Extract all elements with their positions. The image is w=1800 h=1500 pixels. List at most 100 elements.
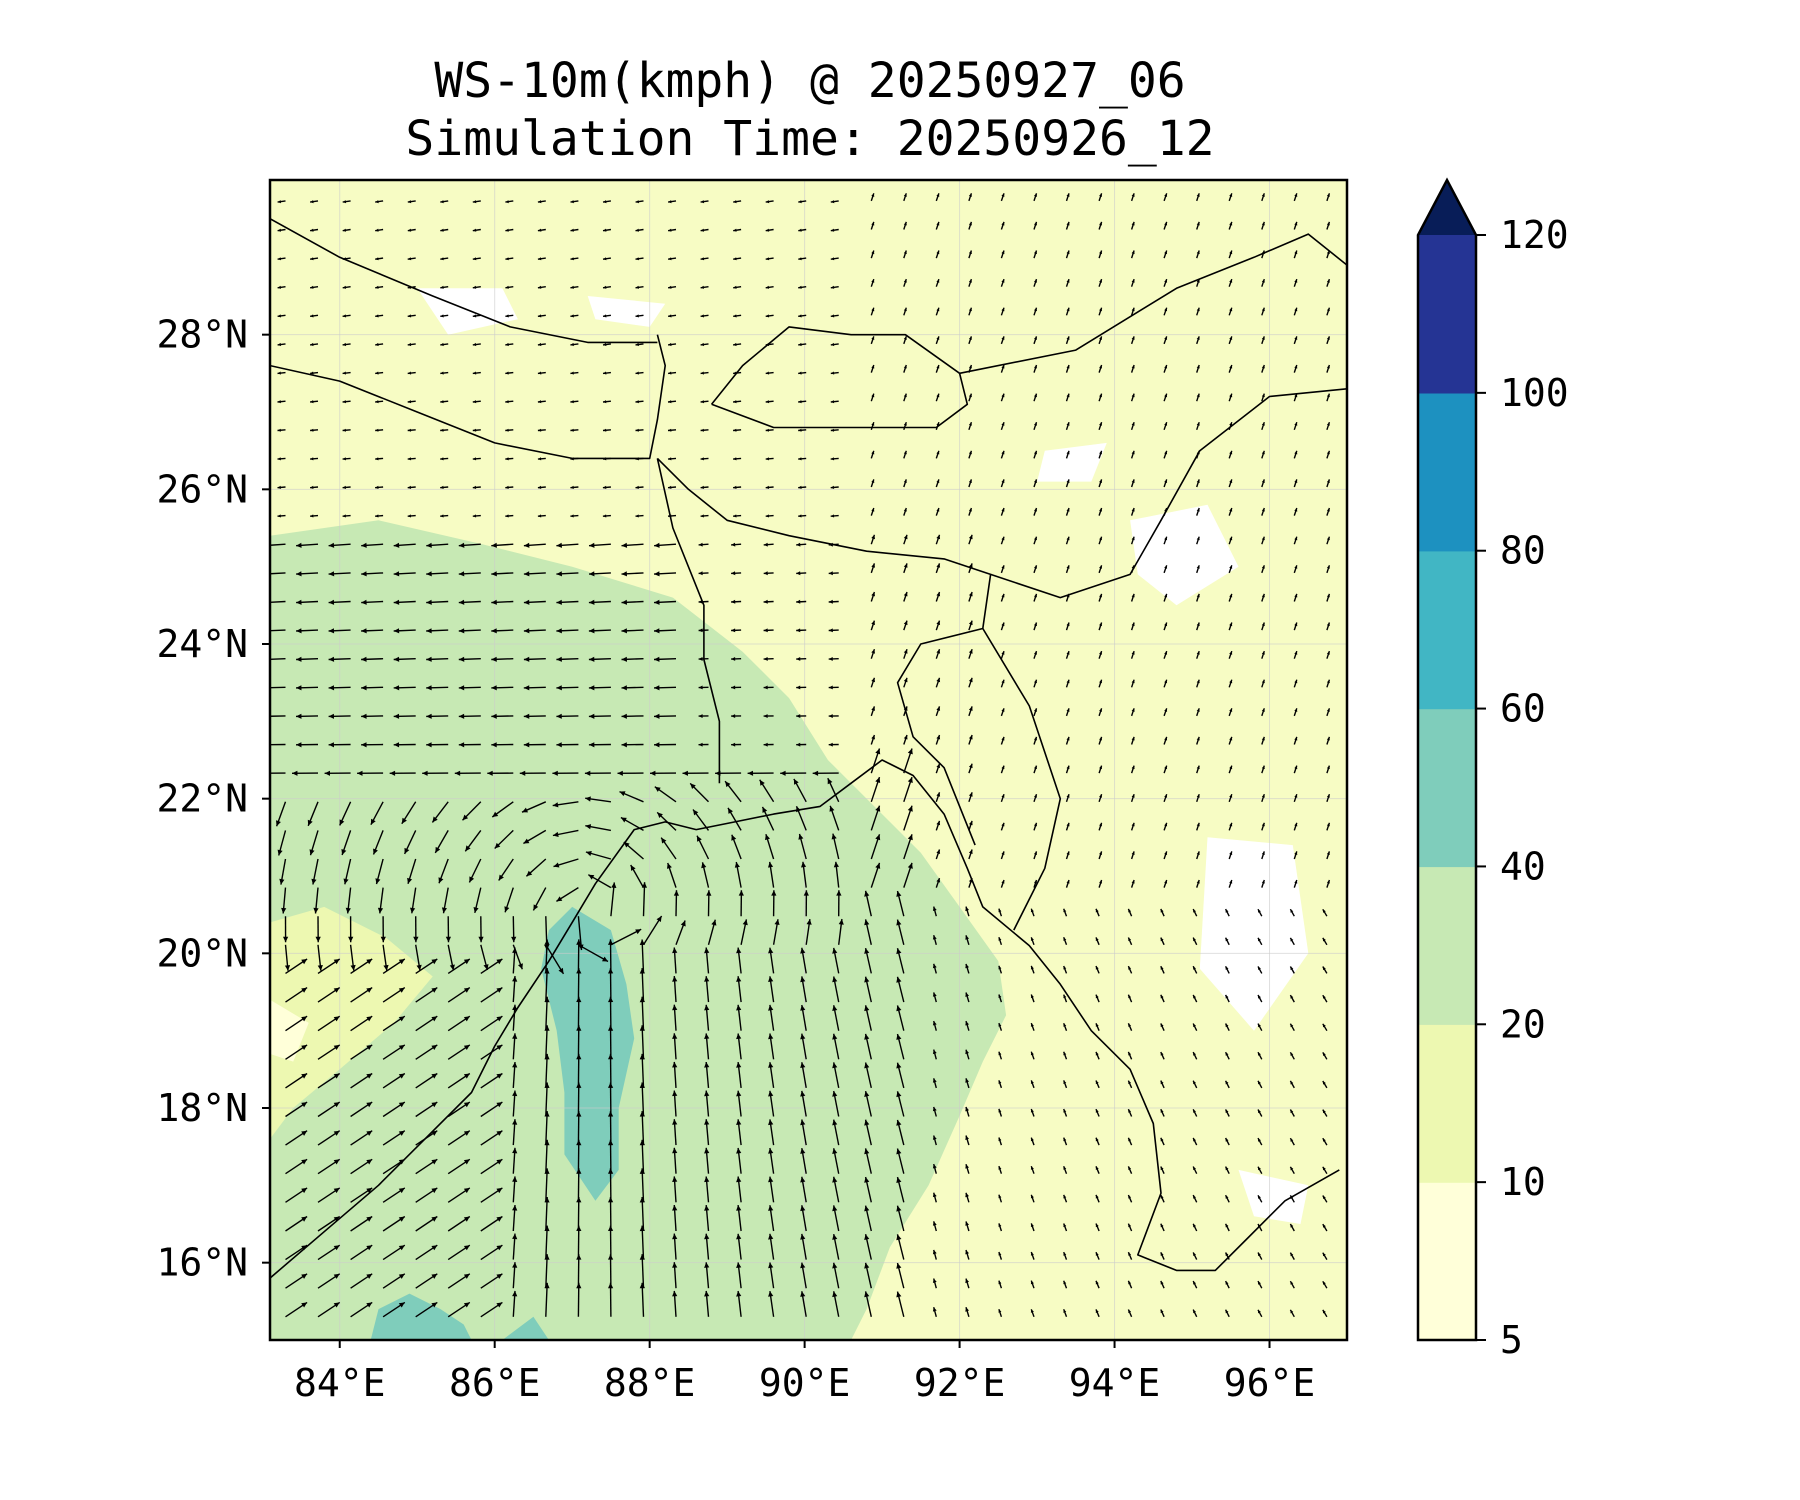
wind-arrow <box>415 987 438 1003</box>
wind-arrow-head <box>328 628 335 634</box>
wind-arrow <box>1163 479 1168 488</box>
wind-arrow-head <box>1030 1051 1034 1056</box>
wind-arrow-head <box>635 342 639 347</box>
wind-arrow <box>415 1158 438 1175</box>
wind-arrow <box>800 1176 807 1203</box>
wind-arrow-head <box>1131 622 1135 627</box>
x-tick-label: 90°E <box>759 1361 851 1405</box>
wind-arrow <box>1098 793 1103 803</box>
wind-arrow <box>617 770 644 776</box>
wind-arrow-head <box>765 834 770 841</box>
wind-arrow <box>277 285 286 289</box>
wind-arrow-head <box>1326 622 1330 627</box>
wind-arrow-head <box>487 770 493 776</box>
wind-arrow <box>896 1291 905 1317</box>
wind-arrow-head <box>496 1130 503 1136</box>
wind-arrow-head <box>871 450 875 455</box>
wind-arrow-head <box>537 200 542 204</box>
wind-arrow-head <box>375 514 379 518</box>
wind-arrow <box>1065 278 1070 287</box>
wind-arrow <box>932 963 937 974</box>
wind-arrow <box>620 816 644 832</box>
wind-arrow <box>454 770 481 776</box>
wind-arrow <box>1257 994 1263 1003</box>
wind-arrow-head <box>864 1091 870 1097</box>
wind-arrow-head <box>733 371 737 375</box>
wind-arrow <box>415 1301 438 1318</box>
wind-arrow-head <box>763 714 768 718</box>
wind-arrow-head <box>380 936 386 943</box>
wind-arrow-head <box>310 457 314 461</box>
wind-arrow <box>768 976 775 1003</box>
wind-arrow <box>704 1290 710 1317</box>
wind-arrow-head <box>932 935 937 940</box>
wind-arrow <box>1326 765 1331 774</box>
wind-arrow-head <box>310 228 314 232</box>
wind-arrow <box>570 342 579 347</box>
wind-arrow-head <box>1164 794 1168 798</box>
wind-arrow-head <box>333 959 340 965</box>
wind-arrow-head <box>277 257 281 261</box>
wind-arrow-head <box>871 393 875 398</box>
wind-arrow <box>283 916 289 943</box>
wind-arrow-head <box>472 428 477 432</box>
wind-arrow-head <box>1131 565 1135 569</box>
wind-arrow-head <box>1294 736 1298 741</box>
y-tick-label: 28°N <box>156 313 248 357</box>
wind-arrow <box>768 1262 775 1289</box>
wind-arrow-head <box>832 1291 838 1298</box>
wind-arrow <box>1293 736 1298 745</box>
wind-arrow <box>1098 622 1103 631</box>
wind-arrow <box>1065 507 1070 516</box>
wind-arrow <box>1160 1309 1165 1318</box>
wind-arrow-head <box>552 802 559 808</box>
wind-arrow <box>965 1163 970 1174</box>
wind-arrow-head <box>277 514 281 518</box>
wind-arrow-head <box>796 806 801 813</box>
wind-arrow <box>285 1015 308 1032</box>
wind-arrow <box>1228 421 1233 431</box>
wind-arrow-head <box>765 342 770 347</box>
wind-arrow <box>375 428 384 432</box>
wind-arrow-head <box>537 485 542 489</box>
wind-arrow-head <box>830 342 835 347</box>
wind-arrow-head <box>871 620 875 626</box>
wind-arrow <box>1196 679 1200 688</box>
wind-arrow-head <box>1030 1080 1034 1084</box>
wind-arrow-head <box>483 964 489 970</box>
wind-arrow-head <box>491 742 497 748</box>
wind-arrow <box>270 572 286 575</box>
wind-arrow-head <box>1294 593 1298 598</box>
wind-arrow-head <box>512 1262 518 1268</box>
wind-arrow <box>800 1090 807 1117</box>
wind-arrow-head <box>407 457 412 461</box>
wind-arrow-head <box>463 1187 470 1194</box>
wind-arrow-head <box>1326 880 1330 884</box>
wind-arrow-head <box>1066 479 1070 483</box>
wind-arrow-head <box>426 628 432 634</box>
wind-arrow-head <box>829 805 835 812</box>
wind-arrow-head <box>603 457 607 461</box>
wind-arrow <box>765 371 774 375</box>
wind-arrow-head <box>828 657 833 661</box>
wind-arrow <box>864 947 872 974</box>
wind-arrow-head <box>505 200 509 204</box>
wind-arrow-head <box>570 428 574 432</box>
wind-arrow-head <box>903 307 907 312</box>
wind-arrow-head <box>1196 365 1200 369</box>
wind-arrow <box>672 1004 678 1031</box>
wind-arrow-head <box>1225 1195 1229 1199</box>
wind-arrow <box>932 1221 937 1232</box>
wind-arrow <box>472 342 481 347</box>
wind-arrow-head <box>398 1273 405 1279</box>
wind-arrow-head <box>301 1216 308 1222</box>
wind-arrow-head <box>800 976 806 983</box>
wind-arrow <box>870 677 876 688</box>
wind-arrow-head <box>342 257 347 261</box>
colorbar-segment <box>1418 392 1476 552</box>
wind-arrow-shaft <box>270 543 286 546</box>
wind-arrow <box>317 1130 341 1146</box>
wind-arrow-head <box>366 1102 373 1108</box>
wind-arrow-head <box>968 508 972 512</box>
wind-arrow <box>602 200 612 204</box>
